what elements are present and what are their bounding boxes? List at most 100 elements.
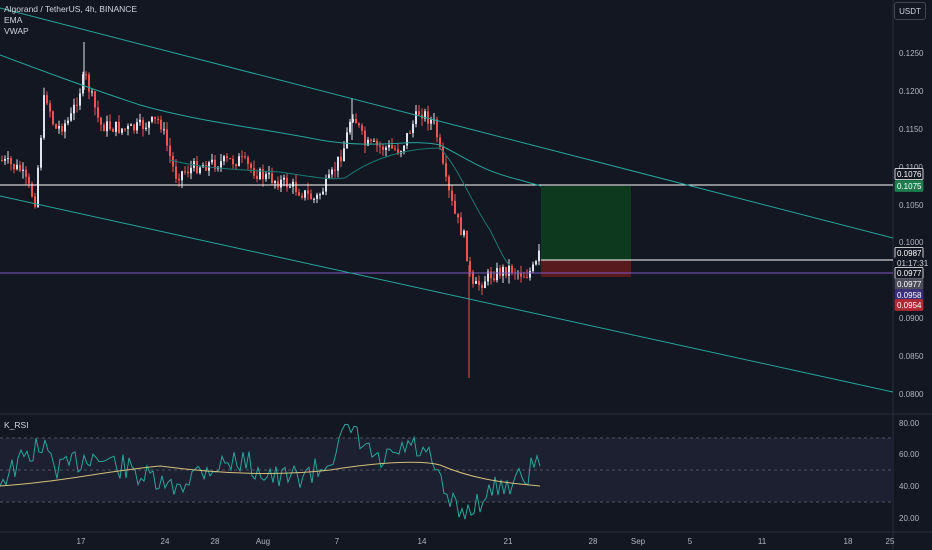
candle-body xyxy=(502,266,504,276)
candle-body xyxy=(460,217,462,236)
candle-body xyxy=(445,163,447,177)
candle-body xyxy=(97,107,99,118)
candle-body xyxy=(139,119,141,123)
candle-body xyxy=(535,261,537,265)
candle-body xyxy=(73,104,75,114)
candle-body xyxy=(496,268,498,281)
candle-body xyxy=(280,179,282,188)
candle-body xyxy=(184,171,186,173)
candle-body xyxy=(403,145,405,152)
time-tick-label: 17 xyxy=(77,537,86,546)
candle-body xyxy=(70,113,72,121)
candle-body xyxy=(283,177,285,180)
candle-body xyxy=(10,158,12,165)
candle-body xyxy=(457,213,459,218)
candle-body xyxy=(259,169,261,179)
candle-body xyxy=(232,158,234,165)
candle-body xyxy=(319,194,321,196)
candle-body xyxy=(463,230,465,236)
candle-body xyxy=(166,129,168,146)
candle-body xyxy=(247,157,249,164)
candle-body xyxy=(214,159,216,169)
time-tick-label: 18 xyxy=(844,537,853,546)
candle-body xyxy=(133,124,135,131)
candle-body xyxy=(370,139,372,141)
candle-body xyxy=(289,186,291,188)
price-tag-label: 0.0987 xyxy=(897,249,922,258)
candle-body xyxy=(229,158,231,160)
candle-body xyxy=(187,171,189,174)
candle-body xyxy=(256,175,258,179)
candle-body xyxy=(163,129,165,131)
candle-body xyxy=(520,272,522,277)
candle-body xyxy=(118,121,120,133)
candle-body xyxy=(79,93,81,106)
candle-body xyxy=(121,128,123,133)
ema-indicator-label[interactable]: EMA xyxy=(4,15,23,25)
chart-legend: Algorand / TetherUS, 4h, BINANCE EMA VWA… xyxy=(4,4,137,37)
price-tick-label: 0.1250 xyxy=(899,49,924,58)
time-tick-label: Sep xyxy=(631,537,646,546)
candle-body xyxy=(487,271,489,282)
rsi-axis: 80.00 60.00 40.00 20.00 xyxy=(899,419,920,523)
candle-body xyxy=(448,176,450,191)
time-tick-label: Aug xyxy=(256,537,270,546)
candle-body xyxy=(388,145,390,148)
price-tag-label: 0.0977 xyxy=(897,269,922,278)
candle-body xyxy=(349,121,351,133)
price-axis-tag: 0.0954 xyxy=(894,299,924,311)
candle-body xyxy=(130,124,132,126)
candle-body xyxy=(151,116,153,122)
channel-lower-line xyxy=(0,195,894,393)
candle-body xyxy=(442,146,444,164)
candle-body xyxy=(91,91,93,93)
candle-body xyxy=(511,265,513,273)
candle-body xyxy=(25,169,27,177)
candle-body xyxy=(481,285,483,288)
price-tick-label: 0.0800 xyxy=(899,390,924,399)
candle-body xyxy=(64,123,66,132)
candle-body xyxy=(190,167,192,174)
candle-body xyxy=(67,120,69,124)
rsi-tick-label: 60.00 xyxy=(899,450,920,459)
candle-body xyxy=(181,171,183,181)
stop-loss-zone xyxy=(541,260,631,277)
candle-body xyxy=(43,95,45,138)
candle-body xyxy=(124,128,126,130)
rsi-ma-line xyxy=(0,461,541,487)
candle-body xyxy=(466,230,468,262)
rsi-indicator-label[interactable]: K_RSI xyxy=(4,420,29,430)
candle-body xyxy=(268,173,270,175)
candle-body xyxy=(157,118,159,120)
rsi-tick-label: 80.00 xyxy=(899,419,920,428)
candle-body xyxy=(478,280,480,286)
candle-body xyxy=(409,132,411,134)
candle-body xyxy=(85,74,87,76)
time-tick-label: 5 xyxy=(688,537,693,546)
symbol-title[interactable]: Algorand / TetherUS, 4h, BINANCE xyxy=(4,4,138,14)
candle-body xyxy=(490,271,492,279)
price-tag-background xyxy=(894,180,924,192)
candle-body xyxy=(262,169,264,180)
candle-body xyxy=(508,265,510,276)
candle-body xyxy=(418,111,420,115)
candle-body xyxy=(352,118,354,122)
vwap-indicator-label[interactable]: VWAP xyxy=(4,26,29,36)
price-tag-label: 01:17:31 xyxy=(897,259,929,268)
candle-body xyxy=(175,166,177,179)
currency-button[interactable]: USDT xyxy=(894,2,926,20)
price-axis-tag: 0.0977 xyxy=(894,278,924,290)
candle-body xyxy=(103,124,105,132)
candle-body xyxy=(526,277,528,279)
candle-body xyxy=(493,278,495,281)
candle-body xyxy=(286,177,288,188)
candle-body xyxy=(394,148,396,150)
candle-body xyxy=(373,140,375,142)
rsi-tick-label: 40.00 xyxy=(899,482,920,491)
take-profit-zone xyxy=(541,186,631,260)
price-axis-tag: 01:17:31 xyxy=(894,257,929,269)
candle-body xyxy=(427,111,429,124)
candle-body xyxy=(94,91,96,108)
candle-body xyxy=(169,145,171,157)
